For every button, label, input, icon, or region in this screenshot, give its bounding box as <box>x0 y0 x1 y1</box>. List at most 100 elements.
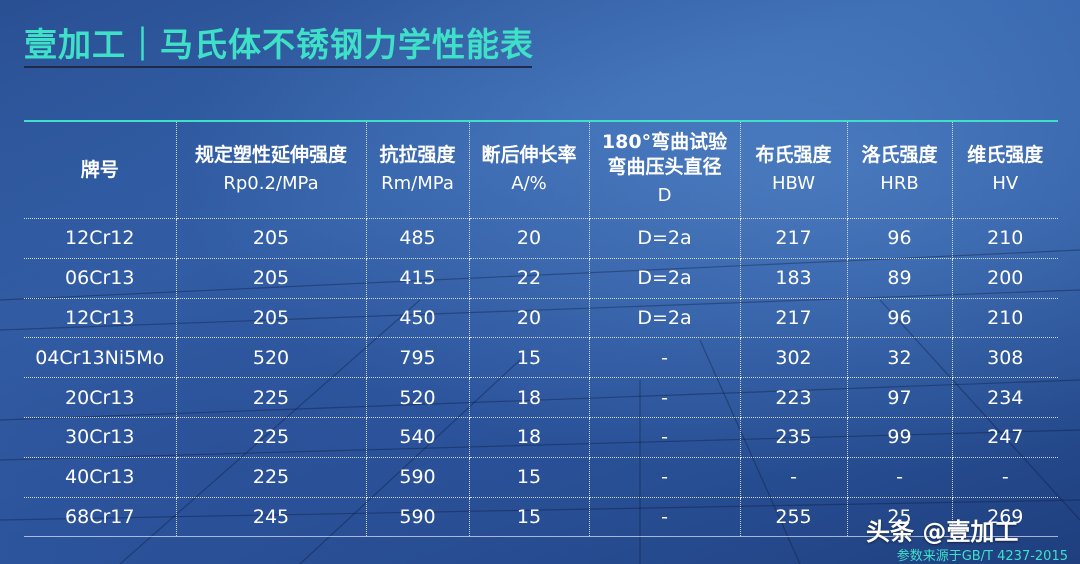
cell-vickers: 234 <box>951 377 1058 418</box>
header-unit: Rp0.2/MPa <box>223 173 319 194</box>
cell-rockwell: 96 <box>846 218 953 259</box>
cell-rockwell: 96 <box>846 298 953 339</box>
cell-brinell: 235 <box>739 417 848 458</box>
cell-yield-strength: 225 <box>175 457 367 498</box>
header-label: 规定塑性延伸强度 <box>194 144 347 166</box>
cell-tensile-strength: 795 <box>365 337 470 379</box>
watermark: 头条 @壹加工 <box>866 518 1019 546</box>
cell-bend-test: - <box>588 337 741 379</box>
title-underline <box>24 66 532 68</box>
cell-yield-strength: 225 <box>175 417 367 458</box>
table-header-row: 牌号 规定塑性延伸强度 Rp0.2/MPa 抗拉强度 Rm/MPa 断后伸长率 … <box>24 121 1058 219</box>
header-yield-strength: 规定塑性延伸强度 Rp0.2/MPa <box>175 121 367 219</box>
cell-elongation: 18 <box>468 377 590 418</box>
header-label: 洛氏强度 <box>861 144 938 166</box>
cell-bend-test: - <box>588 377 741 418</box>
cell-tensile-strength: 520 <box>365 377 470 418</box>
header-label-line2: 弯曲压头直径 <box>607 156 722 178</box>
cell-rockwell: 97 <box>846 377 953 418</box>
table-row: 06Cr13 205 415 22 D=2a 183 89 200 <box>24 258 1058 299</box>
cell-yield-strength: 205 <box>175 218 367 259</box>
header-label: 布氏强度 <box>755 144 832 166</box>
cell-grade: 04Cr13Ni5Mo <box>24 337 177 379</box>
cell-rockwell: 89 <box>846 258 953 299</box>
cell-bend-test: D=2a <box>588 218 741 259</box>
cell-elongation: 15 <box>468 457 590 498</box>
cell-elongation: 18 <box>468 417 590 458</box>
table-row: 40Cr13 225 590 15 - - - - <box>24 457 1058 498</box>
cell-rockwell: - <box>846 457 953 498</box>
cell-grade: 40Cr13 <box>24 457 177 498</box>
cell-vickers: 210 <box>951 218 1058 259</box>
cell-vickers: 210 <box>951 298 1058 339</box>
cell-rockwell: 32 <box>846 337 953 379</box>
header-unit: Rm/MPa <box>381 173 454 194</box>
cell-elongation: 15 <box>468 497 590 538</box>
cell-elongation: 20 <box>468 218 590 259</box>
header-elongation: 断后伸长率 A/% <box>468 121 590 219</box>
cell-brinell: 302 <box>739 337 848 379</box>
cell-tensile-strength: 590 <box>365 457 470 498</box>
header-label: 180°弯曲试验 <box>601 131 728 153</box>
table-row: 30Cr13 225 540 18 - 235 99 247 <box>24 417 1058 458</box>
cell-yield-strength: 225 <box>175 377 367 418</box>
cell-grade: 06Cr13 <box>24 258 177 299</box>
cell-yield-strength: 520 <box>175 337 367 379</box>
table-row: 12Cr12 205 485 20 D=2a 217 96 210 <box>24 218 1058 259</box>
cell-vickers: 247 <box>951 417 1058 458</box>
cell-bend-test: - <box>588 417 741 458</box>
cell-brinell: 217 <box>739 218 848 259</box>
header-unit: D <box>657 185 672 206</box>
cell-elongation: 15 <box>468 337 590 379</box>
cell-vickers: 308 <box>951 337 1058 379</box>
cell-elongation: 22 <box>468 258 590 299</box>
cell-tensile-strength: 540 <box>365 417 470 458</box>
cell-vickers: 200 <box>951 258 1058 299</box>
cell-brinell: 183 <box>739 258 848 299</box>
cell-bend-test: D=2a <box>588 298 741 339</box>
cell-tensile-strength: 590 <box>365 497 470 538</box>
header-label: 断后伸长率 <box>481 144 577 166</box>
header-unit: HRB <box>880 173 919 194</box>
cell-yield-strength: 245 <box>175 497 367 538</box>
cell-grade: 12Cr12 <box>24 218 177 259</box>
cell-bend-test: - <box>588 457 741 498</box>
cell-yield-strength: 205 <box>175 258 367 299</box>
header-brinell-hardness: 布氏强度 HBW <box>739 121 848 219</box>
mechanical-properties-table: 牌号 规定塑性延伸强度 Rp0.2/MPa 抗拉强度 Rm/MPa 断后伸长率 … <box>24 120 1058 538</box>
table-row: 04Cr13Ni5Mo 520 795 15 - 302 32 308 <box>24 337 1058 379</box>
header-vickers-hardness: 维氏强度 HV <box>951 121 1058 219</box>
cell-grade: 12Cr13 <box>24 298 177 339</box>
source-note: 参数来源于GB/T 4237-2015 <box>896 549 1068 564</box>
cell-elongation: 20 <box>468 298 590 339</box>
header-unit: HBW <box>771 173 816 194</box>
cell-vickers: 269 <box>951 497 1058 538</box>
page-title: 壹加工｜马氏体不锈钢力学性能表 <box>24 25 534 64</box>
cell-rockwell: 99 <box>846 417 953 458</box>
cell-tensile-strength: 415 <box>365 258 470 299</box>
cell-bend-test: - <box>588 497 741 538</box>
header-unit: A/% <box>511 173 547 194</box>
header-rockwell-hardness: 洛氏强度 HRB <box>846 121 953 219</box>
cell-grade: 30Cr13 <box>24 417 177 458</box>
header-label: 维氏强度 <box>967 144 1044 166</box>
table-row: 12Cr13 205 450 20 D=2a 217 96 210 <box>24 298 1058 339</box>
header-label: 抗拉强度 <box>379 144 456 166</box>
cell-vickers: - <box>951 457 1058 498</box>
cell-brinell: 255 <box>739 497 848 538</box>
cell-yield-strength: 205 <box>175 298 367 339</box>
table-row: 68Cr17 245 590 15 - 255 25 269 <box>24 497 1058 538</box>
cell-brinell: 217 <box>739 298 848 339</box>
header-grade: 牌号 <box>24 121 177 219</box>
cell-tensile-strength: 450 <box>365 298 470 339</box>
cell-brinell: 223 <box>739 377 848 418</box>
cell-grade: 68Cr17 <box>24 497 177 538</box>
cell-tensile-strength: 485 <box>365 218 470 259</box>
header-bend-test: 180°弯曲试验 弯曲压头直径 D <box>588 121 741 219</box>
cell-grade: 20Cr13 <box>24 377 177 418</box>
cell-bend-test: D=2a <box>588 258 741 299</box>
header-label: 牌号 <box>80 159 119 181</box>
header-tensile-strength: 抗拉强度 Rm/MPa <box>365 121 470 219</box>
cell-rockwell: 25 <box>846 497 953 538</box>
table-row: 20Cr13 225 520 18 - 223 97 234 <box>24 377 1058 418</box>
